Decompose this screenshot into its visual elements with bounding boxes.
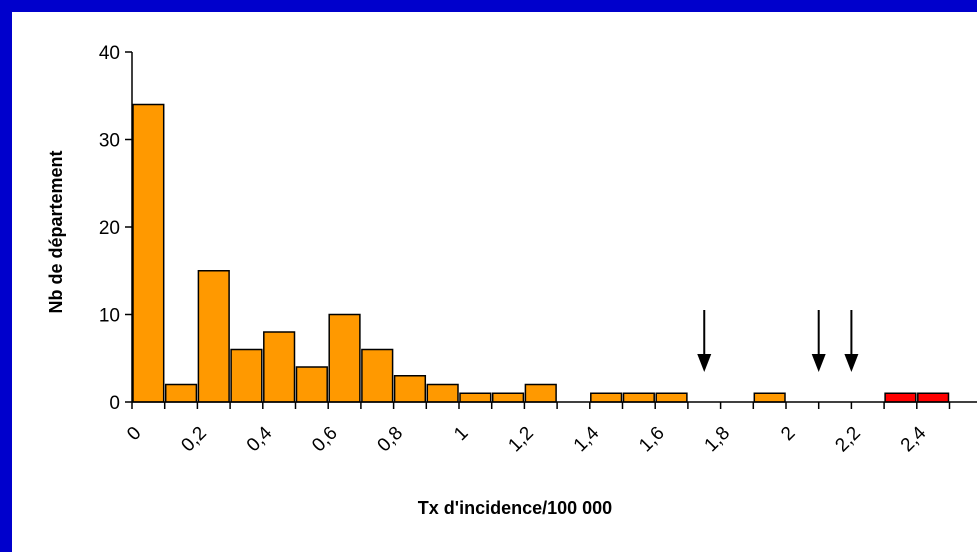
y-tick-label: 10 bbox=[99, 306, 120, 327]
histogram-bar bbox=[295, 366, 328, 403]
x-ticks: 0 0,2 0,4 0,6 0,8 1 1,2 1,4 1,6 1,8 2 2,2 2,4 bbox=[123, 402, 951, 457]
y-ticks: 0 10 20 30 40 bbox=[99, 43, 132, 414]
histogram-bar bbox=[132, 103, 165, 403]
histogram-bar bbox=[590, 392, 623, 403]
histogram-bar bbox=[622, 392, 655, 403]
arrows-layer bbox=[697, 310, 859, 372]
histogram-bar bbox=[524, 383, 557, 403]
histogram-bar bbox=[263, 331, 296, 403]
x-tick-label: 2,2 bbox=[831, 423, 865, 457]
histogram-bar bbox=[753, 392, 786, 403]
histogram-chart: 0 10 20 30 40 0 0,2 0,4 0,6 0,8 1 1,2 1,4 1,6 1,8 2 2,2… bbox=[46, 43, 977, 518]
down-arrow-icon bbox=[697, 310, 712, 372]
histogram-bar bbox=[328, 313, 361, 403]
x-tick-label: 1,2 bbox=[504, 423, 538, 457]
bars-layer bbox=[132, 103, 950, 403]
y-tick-label: 40 bbox=[99, 43, 120, 64]
chart-frame: 0 10 20 30 40 0 0,2 0,4 0,6 0,8 1 1,2 1,4 1,6 1,8 2 2,2… bbox=[12, 12, 977, 552]
histogram-bar bbox=[230, 348, 263, 403]
down-arrow-icon bbox=[811, 310, 826, 372]
histogram-bar bbox=[393, 375, 427, 403]
down-arrow-icon bbox=[844, 310, 859, 372]
x-tick-label: 2,4 bbox=[897, 422, 931, 456]
histogram-bar bbox=[655, 392, 688, 403]
y-tick-label: 0 bbox=[109, 393, 120, 414]
x-tick-label: 1,8 bbox=[701, 423, 735, 457]
x-tick-label: 0,4 bbox=[243, 422, 277, 456]
y-tick-label: 20 bbox=[99, 218, 120, 239]
histogram-bar bbox=[459, 392, 492, 403]
x-tick-label: 2 bbox=[777, 423, 799, 445]
x-tick-label: 0 bbox=[123, 423, 145, 445]
histogram-bar bbox=[917, 392, 950, 403]
y-tick-label: 30 bbox=[99, 131, 120, 152]
histogram-bar bbox=[884, 392, 917, 403]
x-axis-title: Tx d'incidence/100 000 bbox=[418, 498, 612, 518]
y-axis-title: Nb de département bbox=[46, 150, 66, 313]
x-tick-label: 1 bbox=[450, 423, 472, 445]
histogram-bar bbox=[426, 383, 459, 403]
histogram-bar bbox=[164, 383, 198, 403]
x-tick-label: 1,6 bbox=[635, 423, 669, 457]
x-tick-label: 1,4 bbox=[570, 422, 604, 456]
histogram-bar bbox=[197, 270, 230, 403]
histogram-bar bbox=[361, 348, 394, 403]
x-tick-label: 0,6 bbox=[308, 423, 342, 457]
histogram-bar bbox=[491, 392, 525, 403]
x-tick-label: 0,2 bbox=[177, 423, 211, 457]
x-tick-label: 0,8 bbox=[374, 423, 408, 457]
